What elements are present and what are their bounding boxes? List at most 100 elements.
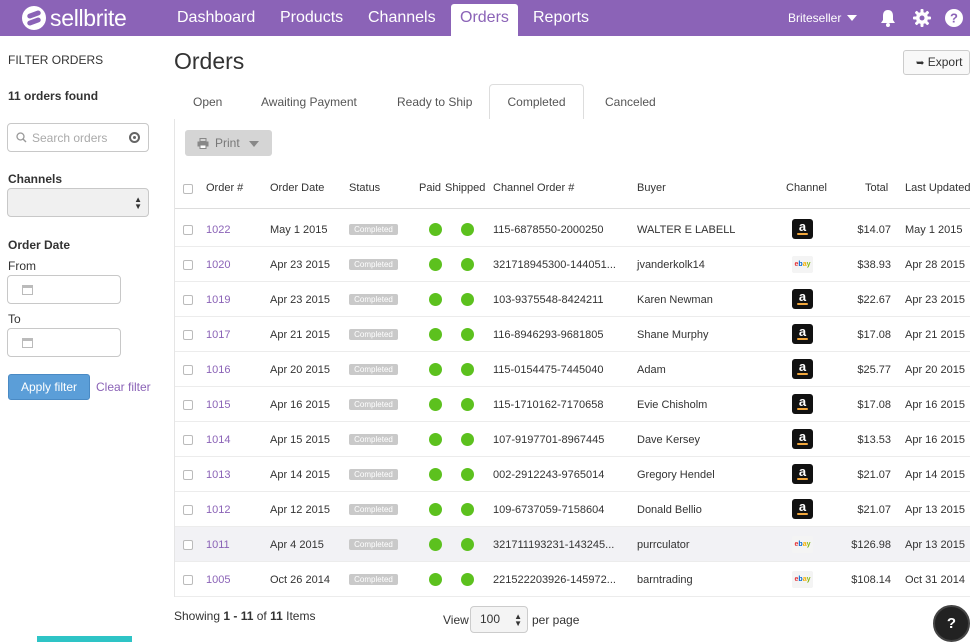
- showing-range: 1 - 11: [223, 609, 254, 623]
- row-checkbox[interactable]: [183, 400, 193, 410]
- gear-icon[interactable]: [912, 8, 932, 28]
- order-id-link[interactable]: 1011: [206, 539, 230, 551]
- table-row[interactable]: 1022 May 1 2015 Completed 115-6878550-20…: [175, 212, 970, 247]
- print-button[interactable]: Print: [185, 130, 272, 156]
- row-checkbox[interactable]: [183, 295, 193, 305]
- from-date-input[interactable]: [7, 275, 121, 304]
- order-id-link[interactable]: 1012: [206, 504, 231, 516]
- bottom-teal-button[interactable]: [37, 636, 132, 642]
- order-id-link[interactable]: 1022: [206, 224, 231, 236]
- buyer-name: Shane Murphy: [637, 329, 709, 341]
- export-button[interactable]: ➥ Export: [903, 50, 970, 75]
- table-row[interactable]: 1005 Oct 26 2014 Completed 221522203926-…: [175, 562, 970, 597]
- table-row[interactable]: 1013 Apr 14 2015 Completed 002-2912243-9…: [175, 457, 970, 492]
- row-checkbox[interactable]: [183, 470, 193, 480]
- table-row[interactable]: 1014 Apr 15 2015 Completed 107-9197701-8…: [175, 422, 970, 457]
- row-checkbox[interactable]: [183, 505, 193, 515]
- row-checkbox[interactable]: [183, 260, 193, 270]
- buyer-name: Evie Chisholm: [637, 399, 708, 411]
- to-label: To: [8, 312, 21, 326]
- order-total: $21.07: [857, 469, 891, 481]
- apply-filter-button[interactable]: Apply filter: [8, 374, 90, 400]
- order-id-link[interactable]: 1017: [206, 329, 231, 341]
- col-shipped[interactable]: Shipped: [445, 182, 486, 194]
- col-status[interactable]: Status: [349, 182, 381, 194]
- table-row[interactable]: 1019 Apr 23 2015 Completed 103-9375548-8…: [175, 282, 970, 317]
- order-id-link[interactable]: 1014: [206, 434, 231, 446]
- help-chat-icon[interactable]: ?: [933, 605, 970, 642]
- user-name: Briteseller: [788, 11, 842, 25]
- table-row[interactable]: 1012 Apr 12 2015 Completed 109-6737059-7…: [175, 492, 970, 527]
- table-row[interactable]: 1020 Apr 23 2015 Completed 321718945300-…: [175, 247, 970, 282]
- buyer-name: Donald Bellio: [637, 504, 702, 516]
- tab-open[interactable]: Open: [193, 95, 223, 109]
- order-id-link[interactable]: 1019: [206, 294, 231, 306]
- col-last-updated[interactable]: Last Updated: [905, 182, 970, 194]
- shipped-status-dot: [461, 538, 474, 551]
- help-icon[interactable]: ?: [944, 8, 964, 28]
- order-total: $14.07: [857, 224, 891, 236]
- col-total[interactable]: Total: [865, 182, 889, 194]
- last-updated: Apr 21 2015: [905, 329, 965, 341]
- nav-dashboard[interactable]: Dashboard: [177, 9, 256, 26]
- col-order-number[interactable]: Order #: [206, 182, 244, 194]
- showing-items: Items: [282, 609, 316, 623]
- tab-completed[interactable]: Completed: [489, 84, 584, 120]
- to-date-input[interactable]: [7, 328, 121, 357]
- col-order-date[interactable]: Order Date: [270, 182, 325, 194]
- last-updated: Apr 16 2015: [905, 399, 965, 411]
- clear-filter-link[interactable]: Clear filter: [96, 380, 151, 394]
- nav-reports[interactable]: Reports: [533, 9, 590, 26]
- per-page-select[interactable]: 100 ▲ ▼: [470, 606, 528, 633]
- order-id-link[interactable]: 1013: [206, 469, 231, 481]
- clear-search-icon[interactable]: [129, 132, 140, 143]
- order-id-link[interactable]: 1016: [206, 364, 231, 376]
- showing-prefix: Showing: [174, 609, 224, 623]
- search-box: [7, 123, 149, 152]
- select-all-checkbox[interactable]: [183, 184, 193, 194]
- tab-ready-to-ship[interactable]: Ready to Ship: [397, 95, 473, 109]
- ebay-icon: ebay: [792, 536, 813, 553]
- nav-channels[interactable]: Channels: [368, 9, 436, 26]
- sellbrite-logo[interactable]: sellbrite: [22, 2, 127, 34]
- col-channel-order[interactable]: Channel Order #: [493, 182, 575, 194]
- row-checkbox[interactable]: [183, 575, 193, 585]
- tab-awaiting-payment[interactable]: Awaiting Payment: [261, 95, 357, 109]
- nav-products[interactable]: Products: [280, 9, 344, 26]
- row-checkbox[interactable]: [183, 365, 193, 375]
- pagination-summary: Showing 1 - 11 of 11 Items: [174, 609, 315, 623]
- col-paid[interactable]: Paid: [419, 182, 442, 194]
- buyer-name: Dave Kersey: [637, 434, 700, 446]
- table-row[interactable]: 1015 Apr 16 2015 Completed 115-1710162-7…: [175, 387, 970, 422]
- tab-canceled[interactable]: Canceled: [605, 95, 656, 109]
- col-buyer[interactable]: Buyer: [637, 182, 666, 194]
- ebay-icon: ebay: [792, 256, 813, 273]
- nav-orders[interactable]: Orders: [451, 4, 518, 36]
- channels-select[interactable]: ▲ ▼: [7, 188, 149, 217]
- table-row[interactable]: 1011 Apr 4 2015 Completed 321711193231-1…: [175, 527, 970, 562]
- orders-table-panel: [174, 119, 970, 597]
- shipped-status-dot: [461, 258, 474, 271]
- paid-status-dot: [429, 503, 442, 516]
- row-checkbox[interactable]: [183, 435, 193, 445]
- search-input[interactable]: [32, 130, 128, 146]
- row-checkbox[interactable]: [183, 330, 193, 340]
- order-total: $13.53: [857, 434, 891, 446]
- order-id-link[interactable]: 1015: [206, 399, 231, 411]
- col-channel[interactable]: Channel: [786, 182, 827, 194]
- order-id-link[interactable]: 1005: [206, 574, 231, 586]
- order-id-link[interactable]: 1020: [206, 259, 231, 271]
- table-row[interactable]: 1016 Apr 20 2015 Completed 115-0154475-7…: [175, 352, 970, 387]
- table-row[interactable]: 1017 Apr 21 2015 Completed 116-8946293-9…: [175, 317, 970, 352]
- channel-order-number: 321718945300-144051...: [493, 259, 616, 271]
- chevron-down-icon: [249, 141, 259, 147]
- export-label: Export: [927, 55, 963, 69]
- row-checkbox[interactable]: [183, 540, 193, 550]
- order-total: $17.08: [857, 329, 891, 341]
- row-checkbox[interactable]: [183, 225, 193, 235]
- order-total: $25.77: [857, 364, 891, 376]
- user-menu[interactable]: Briteseller: [788, 0, 858, 36]
- bell-icon[interactable]: [878, 8, 898, 28]
- paid-status-dot: [429, 258, 442, 271]
- order-total: $17.08: [857, 399, 891, 411]
